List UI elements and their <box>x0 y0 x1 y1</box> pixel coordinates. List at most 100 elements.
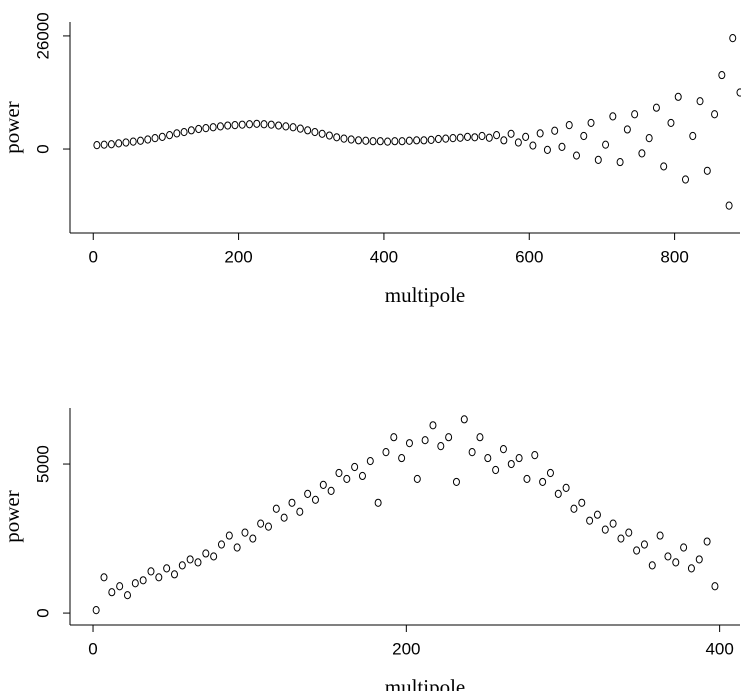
point <box>194 558 202 567</box>
point <box>529 141 537 150</box>
point <box>437 442 445 451</box>
y-axis-label: power <box>0 490 24 542</box>
point <box>638 149 646 158</box>
point <box>478 131 486 141</box>
point <box>267 120 275 129</box>
point <box>554 489 562 498</box>
point <box>333 133 341 142</box>
point <box>241 528 249 537</box>
point <box>703 166 711 175</box>
point <box>499 445 507 454</box>
y-tick-label: 5000 <box>33 445 52 483</box>
y-tick-label: 0 <box>33 144 52 153</box>
point <box>633 546 641 555</box>
point <box>493 131 501 140</box>
point <box>288 498 296 507</box>
point <box>390 433 398 442</box>
point <box>327 486 335 495</box>
point <box>178 561 186 570</box>
x-tick-label: 0 <box>89 247 98 266</box>
point <box>173 129 181 138</box>
point <box>460 415 468 424</box>
point <box>275 121 283 130</box>
point <box>376 137 384 146</box>
point <box>616 157 624 167</box>
point <box>354 136 362 145</box>
point <box>398 453 406 463</box>
point <box>427 135 435 144</box>
point <box>602 140 610 149</box>
point <box>224 121 232 130</box>
point <box>264 522 272 531</box>
point <box>631 110 639 119</box>
y-tick-label: 0 <box>33 608 52 617</box>
point <box>594 155 602 165</box>
x-tick-label: 600 <box>515 247 543 266</box>
point <box>736 88 741 97</box>
point <box>325 131 333 140</box>
point <box>617 534 625 543</box>
point <box>216 122 224 131</box>
point <box>703 537 711 546</box>
point <box>405 439 413 448</box>
point <box>318 129 326 138</box>
point <box>546 468 554 478</box>
point <box>507 459 515 469</box>
point <box>452 477 460 487</box>
point <box>522 132 530 141</box>
point <box>225 531 233 540</box>
point <box>711 582 719 591</box>
point <box>369 137 377 146</box>
point <box>398 137 406 146</box>
point <box>711 110 719 119</box>
point <box>209 123 217 132</box>
point <box>434 134 442 144</box>
point <box>429 421 437 430</box>
point <box>609 519 617 528</box>
point <box>282 122 290 131</box>
point <box>384 137 392 146</box>
point <box>180 127 188 137</box>
point <box>729 33 737 43</box>
point <box>123 591 131 600</box>
point <box>374 498 382 507</box>
point <box>238 120 246 129</box>
point <box>580 131 588 141</box>
point <box>485 133 493 142</box>
point <box>210 552 218 561</box>
point <box>231 121 239 130</box>
point <box>108 588 116 597</box>
x-tick-label: 200 <box>224 247 252 266</box>
point <box>147 567 155 576</box>
point <box>421 436 429 445</box>
point <box>558 142 566 151</box>
point <box>351 462 359 472</box>
point <box>115 139 123 148</box>
point <box>476 433 484 442</box>
point <box>536 129 544 138</box>
point <box>523 474 531 484</box>
point <box>166 131 174 140</box>
point <box>144 135 152 144</box>
x-axis-label: multipole <box>385 675 466 691</box>
point <box>296 507 304 516</box>
point <box>471 133 479 142</box>
point <box>366 456 374 466</box>
point <box>531 450 539 460</box>
x-tick-label: 800 <box>660 247 688 266</box>
point <box>539 477 547 487</box>
point <box>343 474 351 484</box>
y-tick-label: 26000 <box>33 12 52 59</box>
point <box>565 121 573 130</box>
point <box>131 579 139 588</box>
point <box>609 112 617 121</box>
point <box>570 504 578 513</box>
point <box>725 201 733 210</box>
x-axis-label: multipole <box>385 283 466 307</box>
point <box>625 528 633 537</box>
point <box>122 138 130 147</box>
point <box>100 573 108 582</box>
x-tick-label: 200 <box>392 639 420 658</box>
point <box>500 136 508 145</box>
point <box>664 552 672 561</box>
